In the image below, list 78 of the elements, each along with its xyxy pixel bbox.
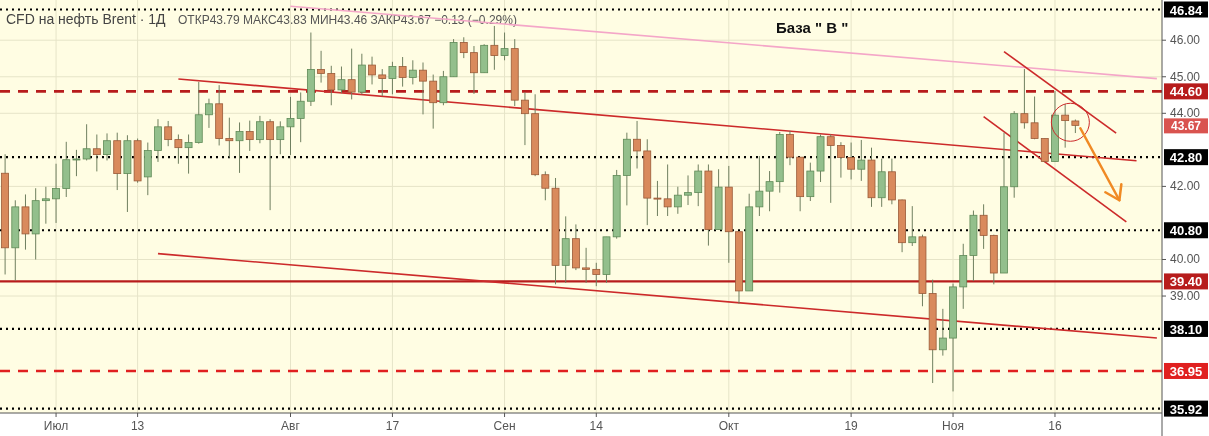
candlestick: [500, 32, 509, 61]
candlestick: [327, 65, 336, 106]
x-tick-label: Авг: [281, 419, 301, 433]
y-tick-label: 44.00: [1170, 106, 1201, 121]
candlestick: [1040, 138, 1049, 163]
candlestick: [490, 25, 499, 71]
candlestick: [837, 141, 845, 179]
annotation: 43.67: [1170, 119, 1202, 134]
candlestick: [205, 98, 213, 129]
candlestick: [154, 118, 162, 163]
ref-line-label: 35.92: [1169, 401, 1203, 417]
candlestick: [938, 308, 947, 357]
candlestick: [633, 120, 641, 169]
x-tick-label: 17: [385, 419, 400, 433]
candlestick: [908, 205, 917, 247]
candlestick: [419, 62, 427, 115]
annotation: База " В ": [776, 19, 849, 36]
candlestick: [541, 170, 550, 201]
x-tick-label: Июл: [43, 419, 69, 433]
candlestick: [286, 96, 295, 156]
candlestick: [408, 59, 417, 85]
x-tick-label: 14: [589, 419, 604, 433]
candlestick: [470, 45, 478, 95]
candlestick: [41, 186, 50, 225]
candlestick: [673, 186, 682, 215]
candlestick: [847, 142, 856, 180]
candlestick: [347, 48, 356, 100]
ref-line-label: 44.60: [1169, 84, 1203, 100]
candlestick: [1061, 103, 1070, 149]
text: CFD на нефть Brent · 1Д: [6, 11, 167, 27]
x-tick-label: 13: [130, 419, 145, 433]
candlestick: [378, 68, 387, 97]
candlestick: [235, 121, 244, 174]
ref-line-label: 39.40: [1169, 274, 1203, 290]
candlestick: [684, 174, 692, 206]
x-tick-label: 19: [844, 419, 859, 433]
ref-line-label: 38.10: [1169, 321, 1203, 337]
candlestick: [92, 134, 101, 172]
candlestick: [256, 115, 264, 144]
candlestick: [296, 91, 305, 143]
y-tick-label: 45.00: [1170, 69, 1201, 84]
y-tick-label: 46.00: [1170, 33, 1201, 48]
ref-line-label: 40.80: [1169, 223, 1203, 239]
candlestick: [459, 36, 468, 59]
candlestick: [276, 120, 285, 155]
candlestick: [317, 50, 325, 84]
ref-line-label: 36.95: [1169, 363, 1203, 379]
candlestick: [225, 117, 234, 159]
candlestick: [582, 247, 590, 284]
candlestick: [857, 139, 866, 182]
y-tick-label: 39.00: [1170, 289, 1201, 304]
candlestick: [429, 74, 438, 130]
candlestick: [52, 163, 60, 224]
ref-line-label: 46.84: [1169, 2, 1204, 18]
text: ОТКР43.79 МАКС43.83 МИН43.46 ЗАКР43.67 −0.13 (−0.29%): [178, 13, 517, 27]
candlestick: [337, 66, 346, 94]
candlestick: [103, 132, 111, 161]
candlestick: [174, 134, 183, 165]
ref-line-label: 42.80: [1169, 150, 1203, 166]
candlestick: [398, 56, 407, 88]
candlestick: [979, 203, 988, 250]
x-tick-label: Окт: [718, 419, 740, 433]
candlestick: [388, 61, 397, 95]
candlestick: [245, 120, 254, 152]
y-tick-label: 42.00: [1170, 179, 1201, 194]
candlestick: [164, 120, 173, 147]
candlestick: [592, 262, 601, 287]
x-tick-label: Ноя: [942, 419, 964, 433]
x-tick-label: Сен: [493, 419, 516, 433]
x-tick-label: 16: [1048, 419, 1062, 433]
candlestick: [368, 56, 376, 85]
candlestick: [521, 91, 529, 146]
y-tick-label: 40.00: [1170, 252, 1201, 267]
candlestick: [266, 118, 275, 211]
candlestick: [826, 134, 835, 204]
candlestick: [184, 134, 193, 175]
candlestick: [694, 163, 703, 207]
candlestick: [786, 130, 794, 166]
